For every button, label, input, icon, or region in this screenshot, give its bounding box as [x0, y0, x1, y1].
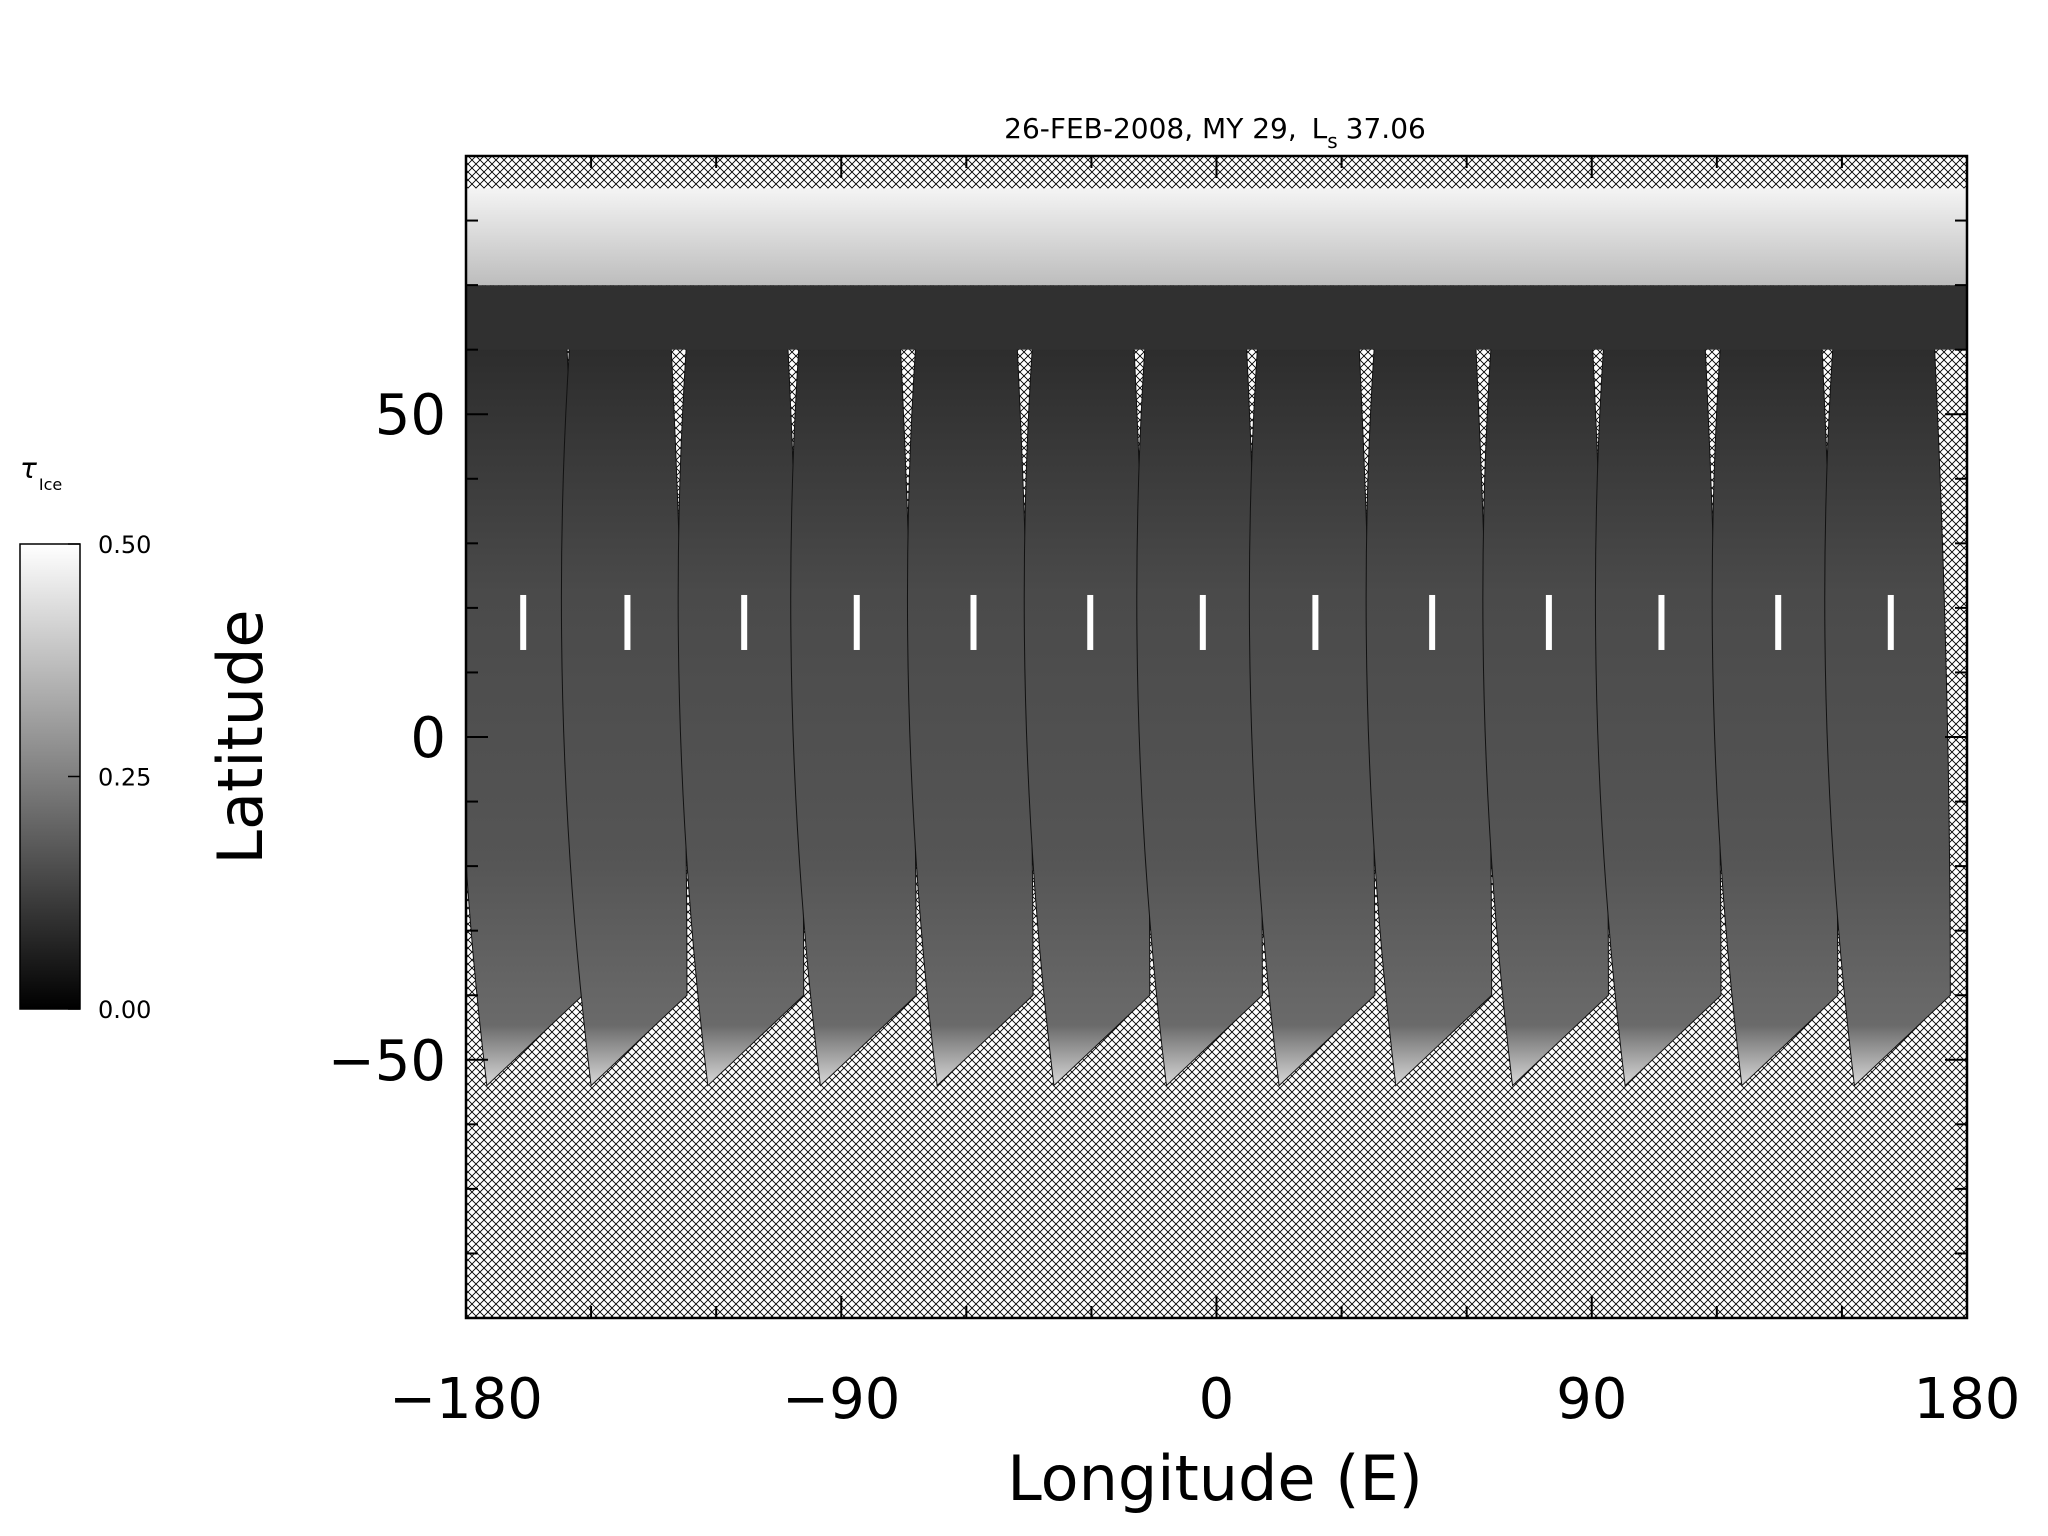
colorbar: τ Ice 0.50 0.25 0.00 — [19, 452, 151, 1024]
swath-gap-12 — [1775, 594, 1782, 650]
colorbar-tick-label: 0.00 — [98, 996, 151, 1024]
y-tick-labels: −50 0 50 — [328, 383, 446, 1094]
x-tick-label: −90 — [782, 1367, 900, 1432]
polar-cap — [466, 188, 1967, 286]
x-tick-label: −180 — [389, 1367, 543, 1432]
swath-gap-9 — [1429, 594, 1436, 650]
swaths-layer — [466, 285, 1967, 1087]
swath-gap-11 — [1658, 594, 1665, 650]
colorbar-tick-label: 0.50 — [98, 531, 151, 559]
polar-cap-layer — [466, 188, 1967, 286]
swath-9 — [1365, 328, 1493, 1087]
swath-11 — [1594, 328, 1722, 1087]
colorbar-ticks: 0.50 0.25 0.00 — [68, 531, 151, 1024]
title-ls-subscript: s — [1327, 129, 1337, 153]
swath-4 — [790, 328, 917, 1087]
swath-3 — [677, 328, 805, 1087]
title-ls-value: 37.06 — [1346, 112, 1426, 145]
swath-gap-7 — [1199, 594, 1206, 650]
y-tick-label: 0 — [410, 706, 446, 771]
swath-8 — [1248, 328, 1376, 1087]
axis-ticks — [465, 155, 1968, 1319]
swath-gap-1 — [520, 594, 527, 650]
y-axis-label: Latitude — [204, 609, 277, 864]
swath-6 — [1023, 328, 1151, 1087]
swath-gap-5 — [970, 594, 977, 650]
swath-gap-8 — [1312, 594, 1319, 650]
swath-7 — [1136, 328, 1263, 1087]
x-tick-label: 180 — [1914, 1367, 2021, 1432]
chart-title: 26-FEB-2008, MY 29, Ls 37.06 — [1004, 112, 1426, 153]
x-axis-label: Longitude (E) — [1007, 1442, 1423, 1515]
swath-12 — [1711, 328, 1839, 1087]
swath-gap-6 — [1087, 594, 1094, 650]
swath-gap-10 — [1545, 594, 1552, 650]
plot-area — [466, 156, 1967, 1318]
swath-5 — [906, 328, 1034, 1087]
swath-gap-3 — [741, 594, 748, 650]
swath-top-band — [466, 285, 1967, 350]
colorbar-label-subscript: Ice — [39, 475, 62, 494]
x-tick-label: 0 — [1199, 1367, 1235, 1432]
swath-gap-4 — [853, 594, 860, 650]
title-prefix: 26-FEB-2008, MY 29, — [1004, 112, 1306, 145]
swath-gap-13 — [1887, 594, 1894, 650]
y-tick-label: 50 — [375, 383, 446, 448]
colorbar-tick-label: 0.25 — [98, 764, 151, 792]
colorbar-label-symbol: τ — [20, 452, 37, 485]
y-tick-label: −50 — [328, 1029, 446, 1094]
title-ls-symbol: L — [1312, 112, 1328, 145]
colorbar-label: τ Ice — [20, 452, 62, 494]
swath-10 — [1482, 328, 1609, 1087]
swath-13 — [1824, 328, 1951, 1087]
swath-2 — [560, 328, 688, 1087]
swath-gap-2 — [624, 594, 631, 650]
x-tick-labels: −180 −90 0 90 180 — [389, 1367, 2020, 1432]
x-tick-label: 90 — [1556, 1367, 1627, 1432]
